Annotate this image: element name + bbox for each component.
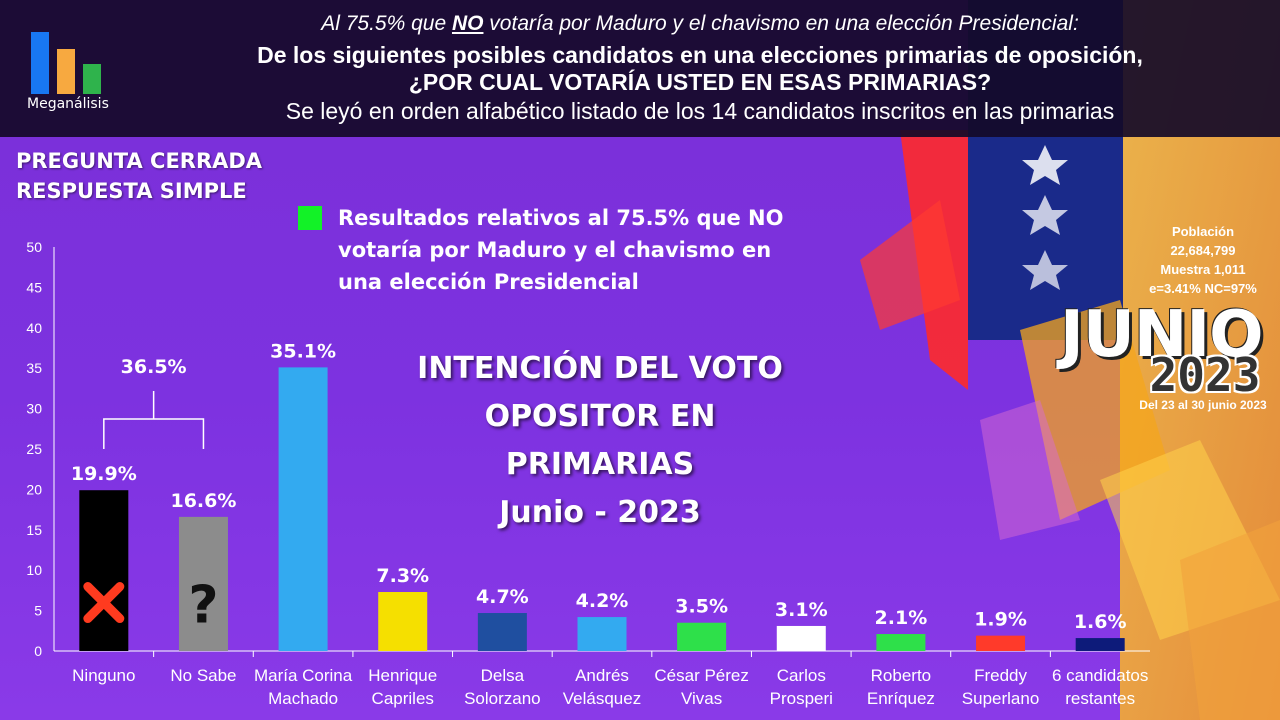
- bar-3: [378, 592, 428, 651]
- x-category-label: Henrique: [368, 666, 437, 685]
- bar-value-label: 4.2%: [576, 590, 629, 612]
- group-bracket: [103, 418, 205, 449]
- y-tick-label: 45: [26, 279, 42, 295]
- survey-info-line-1: Población: [1171, 224, 1235, 239]
- date-badge-month: JUNIO: [1060, 298, 1264, 372]
- question-mark-icon: ?: [188, 576, 218, 636]
- bar-value-label: 16.6%: [170, 490, 236, 512]
- x-category-label: Freddy: [974, 666, 1027, 685]
- header-question: ¿POR CUAL VOTARÍA USTED EN ESAS PRIMARIA…: [408, 69, 992, 95]
- main-title-line-3: Junio - 2023: [499, 495, 701, 530]
- y-tick-label: 20: [26, 481, 42, 497]
- logo-bar-blue: [31, 32, 49, 94]
- meganalisis-logo: [31, 32, 101, 94]
- bar-7: [776, 625, 826, 651]
- main-title-line-2: OPOSITOR EN PRIMARIAS: [484, 399, 716, 482]
- logo-bar-green: [83, 64, 101, 94]
- survey-info: Población 22,684,799 Muestra 1,011 e=3.4…: [1128, 222, 1278, 298]
- legend-text: Resultados relativos al 75.5% que NO vot…: [338, 206, 784, 294]
- x-category-label: Delsa: [481, 666, 525, 685]
- y-tick-label: 15: [26, 522, 42, 538]
- question-type: PREGUNTA CERRADA RESPUESTA SIMPLE: [16, 146, 262, 206]
- y-tick-label: 30: [26, 401, 42, 417]
- x-category-label: Carlos: [777, 666, 826, 685]
- date-badge-year: 2023: [1149, 348, 1261, 402]
- group-bracket-label: 36.5%: [121, 356, 187, 378]
- x-category-label: Ninguno: [72, 666, 135, 685]
- bar-4: [477, 613, 527, 651]
- bar-value-label: 2.1%: [875, 607, 928, 629]
- x-category-label: Machado: [268, 689, 338, 708]
- y-tick-label: 25: [26, 441, 42, 457]
- header-line-4: Se leyó en orden alfabético listado de l…: [285, 98, 1115, 124]
- x-category-label: Prosperi: [770, 689, 833, 708]
- x-category-label: María Corina: [254, 666, 353, 685]
- logo-bar-orange: [57, 49, 75, 94]
- legend-swatch: [298, 206, 322, 230]
- header-banner: Meganálisis Al 75.5% que NO votaría por …: [0, 0, 1280, 137]
- bar-value-label: 4.7%: [476, 586, 529, 608]
- y-tick-label: 10: [26, 562, 42, 578]
- bar-value-label: 3.5%: [675, 596, 728, 618]
- x-category-label: César Pérez: [654, 666, 748, 685]
- bar-0: [79, 490, 129, 651]
- survey-info-line-2: 22,684,799: [1170, 243, 1236, 258]
- header-line-2: De los siguientes posibles candidatos en…: [257, 42, 1143, 68]
- bar-value-label: 1.9%: [974, 609, 1027, 631]
- x-category-label: Solorzano: [464, 689, 541, 708]
- x-category-label: Andrés: [575, 666, 629, 685]
- survey-info-line-4: e=3.41% NC=97%: [1149, 281, 1257, 296]
- bar-value-label: 3.1%: [775, 599, 828, 621]
- bar-value-label: 35.1%: [270, 340, 336, 362]
- x-category-label: Enríquez: [867, 689, 935, 708]
- bar-5: [577, 617, 627, 651]
- bar-value-label: 19.9%: [71, 463, 137, 485]
- x-category-label: restantes: [1065, 689, 1135, 708]
- bar-10: [1075, 638, 1125, 651]
- bar-6: [677, 622, 727, 651]
- bar-1: [178, 516, 228, 651]
- bar-value-label: 1.6%: [1074, 611, 1127, 633]
- x-category-label: Vivas: [681, 689, 722, 708]
- date-badge-period: Del 23 al 30 junio 2023: [1139, 398, 1267, 412]
- y-tick-label: 40: [26, 320, 42, 336]
- x-category-label: 6 candidatos: [1052, 666, 1148, 685]
- x-category-label: Superlano: [962, 689, 1040, 708]
- x-mark-icon: [83, 582, 125, 624]
- bar-chart: 0 5 10 15 20 25 30 35 40 45 50 19.9% Ninguno 16.6% No …: [26, 239, 1150, 708]
- x-category-label: Roberto: [871, 666, 931, 685]
- main-title-line-1: INTENCIÓN DEL VOTO: [417, 351, 783, 386]
- chart-main-title: INTENCIÓN DEL VOTO OPOSITOR EN PRIMARIAS…: [400, 345, 800, 537]
- y-tick-label: 35: [26, 360, 42, 376]
- question-type-line-1: PREGUNTA CERRADA: [16, 149, 263, 173]
- bar-8: [876, 634, 926, 651]
- y-tick-label: 0: [34, 643, 42, 659]
- x-category-label: Capriles: [372, 689, 434, 708]
- bar-2: [278, 367, 328, 651]
- survey-info-line-3: Muestra 1,011: [1160, 262, 1246, 277]
- y-tick-label: 5: [34, 603, 42, 619]
- x-category-label: No Sabe: [170, 666, 236, 685]
- y-tick-label: 50: [26, 239, 42, 255]
- bar-9: [976, 635, 1026, 651]
- header-emphasis: NO: [451, 12, 484, 35]
- logo-text: Meganálisis: [27, 96, 109, 112]
- question-type-line-2: RESPUESTA SIMPLE: [16, 179, 247, 203]
- header-line-1: Al 75.5% que NO votaría por Maduro y el …: [321, 12, 1079, 35]
- x-category-label: Velásquez: [563, 689, 641, 708]
- bar-value-label: 7.3%: [376, 565, 429, 587]
